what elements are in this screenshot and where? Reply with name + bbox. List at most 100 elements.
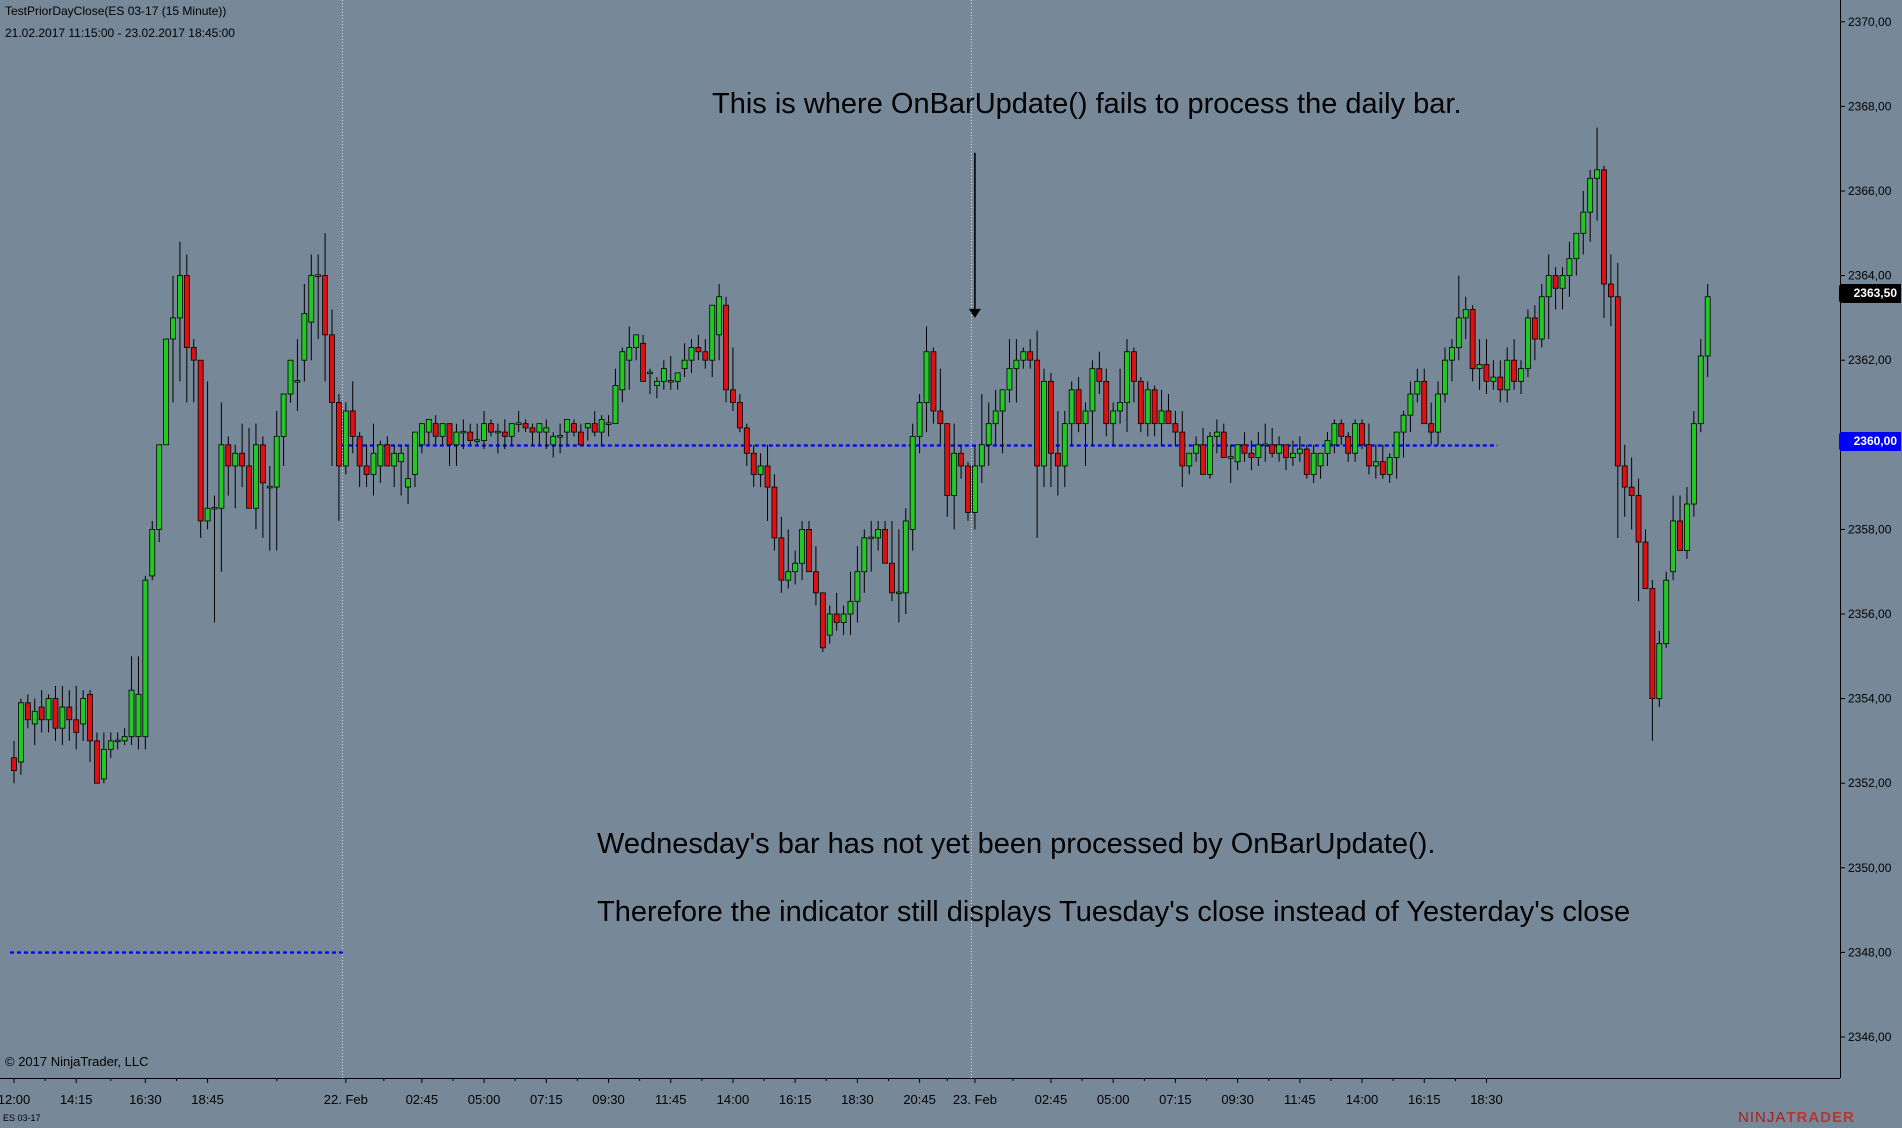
candle — [273, 410, 280, 551]
candle — [218, 402, 225, 572]
candle-body — [985, 423, 992, 446]
candle-body — [1241, 444, 1248, 454]
candle-body — [813, 571, 819, 594]
candle — [1186, 452, 1193, 475]
candle — [709, 304, 716, 378]
candle-body — [1034, 359, 1041, 467]
candle-body — [177, 275, 183, 319]
candle — [308, 254, 315, 361]
candle — [978, 394, 985, 483]
prior-day-close-indicator — [10, 444, 1498, 954]
candle-body — [1511, 359, 1518, 382]
candle-body — [868, 536, 875, 540]
candle-body — [1303, 448, 1310, 475]
candle-body — [467, 431, 474, 441]
candle-body — [45, 698, 52, 721]
candle — [1704, 284, 1711, 378]
candle-body — [1670, 520, 1677, 573]
candle — [1276, 436, 1282, 462]
candle-body — [1041, 380, 1047, 467]
candle — [868, 520, 875, 572]
candle — [1359, 419, 1365, 450]
candle — [225, 436, 232, 496]
candle-body — [1621, 465, 1628, 488]
candle — [495, 423, 501, 454]
candle-body — [156, 444, 163, 530]
candle — [45, 694, 52, 733]
candle-body — [895, 591, 902, 595]
candle — [370, 423, 377, 496]
candle — [18, 698, 24, 775]
candle-body — [577, 431, 584, 446]
candle-body — [1386, 457, 1393, 475]
candle — [446, 423, 453, 466]
candle — [453, 423, 460, 466]
candle — [985, 402, 992, 466]
candle — [342, 402, 349, 475]
candle-body — [930, 351, 937, 412]
candle — [1594, 127, 1600, 221]
candle-body — [1269, 444, 1276, 454]
candle-body — [1110, 410, 1117, 425]
candle-body — [674, 372, 681, 382]
candle — [1061, 410, 1068, 488]
candle-body — [1006, 368, 1013, 391]
candle — [1082, 402, 1089, 466]
candle — [1386, 453, 1393, 483]
candle-body — [481, 423, 487, 441]
candle — [1020, 347, 1027, 369]
candle-body — [750, 452, 757, 475]
candle-body — [73, 719, 80, 733]
candle — [467, 423, 474, 445]
candle — [398, 444, 405, 496]
candle — [1137, 377, 1144, 433]
candle — [1379, 444, 1386, 479]
candle — [1317, 452, 1324, 479]
candle-body — [1124, 351, 1130, 403]
candle-body — [439, 423, 446, 437]
candle-body — [999, 389, 1006, 412]
candle-body — [384, 444, 391, 467]
candle-body — [329, 334, 335, 403]
candle-body — [1421, 380, 1428, 425]
candle — [992, 389, 999, 445]
candle-body — [1366, 444, 1372, 467]
x-tick-label: 07:15 — [1159, 1092, 1192, 1107]
candle-body — [681, 359, 688, 370]
candle-body — [1151, 389, 1158, 425]
current-price-label: 2363,50 — [1839, 284, 1901, 303]
candle — [1435, 381, 1441, 445]
candle-body — [405, 478, 411, 488]
candle-body — [246, 465, 252, 509]
candle-body — [1372, 461, 1379, 467]
candle — [190, 339, 197, 403]
chart-date-range: 21.02.2017 11:15:00 - 23.02.2017 18:45:0… — [5, 26, 235, 40]
candle — [425, 419, 432, 445]
x-tick-label: 18:45 — [191, 1092, 224, 1107]
candle — [1580, 191, 1587, 255]
candle — [1013, 339, 1020, 403]
candle — [239, 423, 246, 488]
instrument-label: ES 03-17 — [3, 1113, 41, 1123]
candle-body — [128, 689, 135, 738]
candle-body — [1552, 275, 1559, 289]
candle — [799, 520, 805, 581]
candle-body — [937, 410, 944, 425]
candle — [1587, 169, 1594, 242]
candle-body — [1103, 380, 1110, 425]
candle-body — [391, 452, 398, 467]
candle — [1559, 267, 1566, 310]
axes: 2346,00 2348,00 2350,00 2352,00 2354,00 2356,… — [0, 0, 1892, 1107]
candle — [792, 550, 799, 585]
candle-body — [1324, 440, 1331, 454]
candle-body — [239, 452, 246, 467]
candle — [1497, 360, 1504, 403]
candle — [1303, 444, 1310, 479]
candle — [1096, 351, 1103, 395]
candle — [695, 334, 702, 361]
candle-body — [1220, 431, 1227, 458]
candle-body — [757, 465, 764, 475]
candle-body — [1137, 380, 1144, 425]
candle — [1179, 410, 1186, 488]
